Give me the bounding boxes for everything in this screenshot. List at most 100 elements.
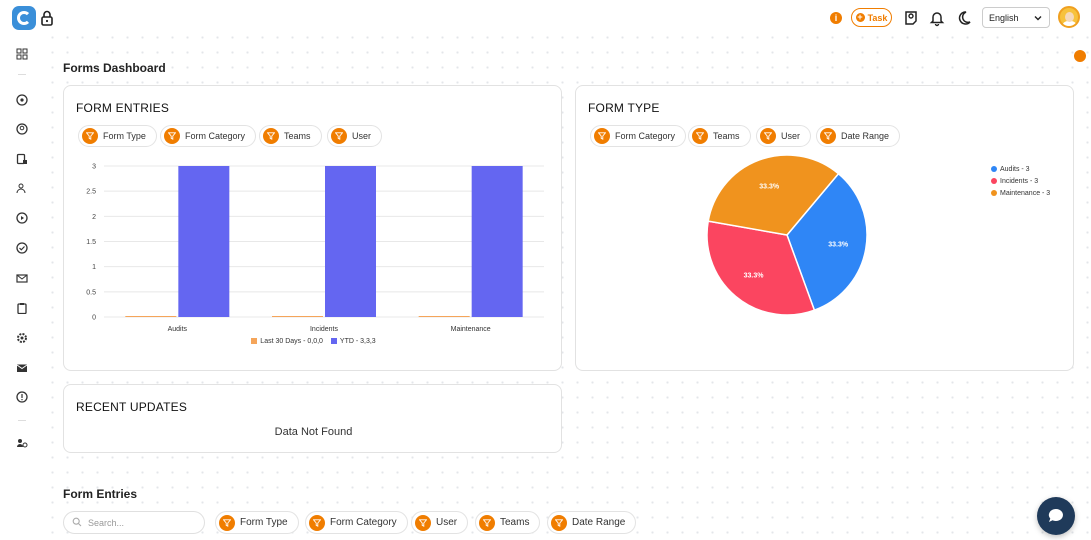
- filter-form-category[interactable]: Form Category: [590, 125, 687, 147]
- slice-label: 33.3%: [759, 184, 780, 191]
- filter-label: Teams: [500, 517, 530, 528]
- contact-icon[interactable]: [902, 9, 920, 27]
- x-tick-label: Audits: [168, 326, 188, 333]
- filter-label: User: [436, 517, 458, 528]
- check-circle-icon[interactable]: [16, 242, 28, 254]
- slice-label: 33.3%: [828, 242, 849, 249]
- filter-icon: [309, 514, 325, 531]
- bar: [272, 316, 323, 317]
- bottom-filter-form-category[interactable]: Form Category: [305, 511, 408, 534]
- bar: [471, 166, 523, 317]
- pie-slice: [706, 220, 816, 316]
- task-plus-icon: +: [855, 12, 865, 22]
- y-tick-label: 0: [92, 315, 96, 322]
- bottom-filter-form-type[interactable]: Form Type: [215, 511, 299, 534]
- x-tick-label: Incidents: [310, 326, 339, 333]
- y-tick-label: 1: [92, 264, 96, 271]
- language-value: English: [989, 12, 1019, 23]
- filter-icon: [331, 128, 347, 144]
- dashboard-icon[interactable]: [16, 48, 28, 60]
- bar: [418, 316, 470, 317]
- pie-slice: [786, 172, 868, 312]
- filter-label: Teams: [284, 131, 311, 141]
- gear-icon[interactable]: [16, 332, 28, 344]
- page-title: Forms Dashboard: [63, 61, 166, 75]
- filter-icon: [164, 128, 180, 144]
- filter-form-type[interactable]: Form Type: [78, 125, 157, 147]
- play-icon[interactable]: [16, 212, 28, 224]
- lock-icon[interactable]: [40, 10, 54, 26]
- filter-label: Form Category: [185, 131, 246, 141]
- legend-item[interactable]: YTD - 3,3,3: [330, 338, 376, 345]
- legend-item[interactable]: Audits - 3: [991, 164, 1050, 176]
- form-entries-card: FORM ENTRIES Form Type Form Category Tea…: [63, 85, 562, 371]
- collapse-button[interactable]: [1074, 50, 1086, 62]
- slice-label: 33.3%: [744, 272, 765, 279]
- filter-label: Form Category: [330, 517, 397, 528]
- bell-icon[interactable]: [928, 9, 946, 27]
- pie-chart-legend: Audits - 3 Incidents - 3 Maintenance - 3: [991, 164, 1050, 200]
- clipboard-lock-icon[interactable]: [16, 153, 28, 165]
- filter-icon: [760, 128, 776, 144]
- form-type-title: FORM TYPE: [588, 101, 660, 115]
- mail-open-icon[interactable]: [16, 272, 28, 284]
- top-bar: i + Task English: [0, 0, 1091, 36]
- filter-icon: [415, 514, 431, 531]
- chat-button[interactable]: [1037, 497, 1075, 535]
- legend-item[interactable]: Last 30 Days - 0,0,0: [251, 338, 323, 345]
- search-input[interactable]: Search...: [63, 511, 205, 534]
- bottom-filter-user[interactable]: User: [411, 511, 469, 534]
- pie-slice: [707, 154, 840, 236]
- legend-label: YTD - 3,3,3: [339, 338, 376, 345]
- form-type-pie-chart: 33.3% 33.3% 33.3%: [706, 154, 868, 316]
- task-label: Task: [867, 12, 888, 23]
- alert-icon[interactable]: [16, 391, 28, 403]
- form-entries-bar-chart: 0 0.5 1 1.5 2 2.5 3 Audits Incidents Maintenance: [86, 164, 544, 333]
- y-tick-label: 2.5: [86, 189, 96, 196]
- bottom-filter-teams[interactable]: Teams: [475, 511, 541, 534]
- filter-icon: [820, 128, 836, 144]
- envelope-icon[interactable]: [16, 362, 28, 374]
- filter-label: User: [781, 131, 801, 141]
- filter-icon: [594, 128, 610, 144]
- filter-date-range[interactable]: Date Range: [816, 125, 901, 147]
- filter-user[interactable]: User: [327, 125, 383, 147]
- filter-icon: [219, 514, 235, 531]
- y-tick-label: 2: [92, 214, 96, 221]
- user-circle-icon[interactable]: [16, 123, 28, 135]
- moon-icon[interactable]: [955, 9, 973, 27]
- section-title: Form Entries: [63, 487, 138, 501]
- filter-teams[interactable]: Teams: [688, 125, 751, 147]
- filter-label: Date Range: [841, 131, 890, 141]
- x-tick-label: Maintenance: [451, 326, 491, 333]
- legend-label: Audits - 3: [1000, 166, 1030, 173]
- legend-item[interactable]: Maintenance - 3: [991, 188, 1050, 200]
- task-button[interactable]: + Task: [851, 8, 892, 27]
- filter-label: User: [352, 131, 372, 141]
- bar-chart-legend: Last 30 Days - 0,0,0 YTD - 3,3,3: [64, 338, 563, 345]
- filter-icon: [551, 514, 567, 531]
- form-entries-title: FORM ENTRIES: [76, 101, 170, 115]
- filter-icon: [692, 128, 708, 144]
- filter-user[interactable]: User: [756, 125, 812, 147]
- filter-form-category[interactable]: Form Category: [160, 125, 257, 147]
- legend-label: Incidents - 3: [1000, 178, 1039, 185]
- sidebar: [0, 36, 44, 540]
- chevron-down-icon: [1034, 16, 1042, 21]
- app-logo[interactable]: [12, 6, 36, 30]
- clipboard-icon[interactable]: [16, 302, 28, 314]
- chat-icon: [1048, 508, 1063, 522]
- language-select[interactable]: English: [982, 7, 1050, 28]
- filter-teams[interactable]: Teams: [259, 125, 322, 147]
- settings-users-icon[interactable]: [16, 437, 28, 449]
- search-icon: [72, 517, 82, 527]
- form-type-card: FORM TYPE Form Category Teams User Date …: [575, 85, 1074, 371]
- compass-icon[interactable]: [16, 94, 28, 106]
- avatar[interactable]: [1058, 6, 1080, 28]
- users-icon[interactable]: [16, 182, 28, 194]
- legend-item[interactable]: Incidents - 3: [991, 176, 1050, 188]
- recent-updates-title: RECENT UPDATES: [76, 400, 188, 414]
- filter-label: Form Type: [103, 131, 146, 141]
- info-badge[interactable]: i: [830, 12, 842, 24]
- bottom-filter-date-range[interactable]: Date Range: [547, 511, 637, 534]
